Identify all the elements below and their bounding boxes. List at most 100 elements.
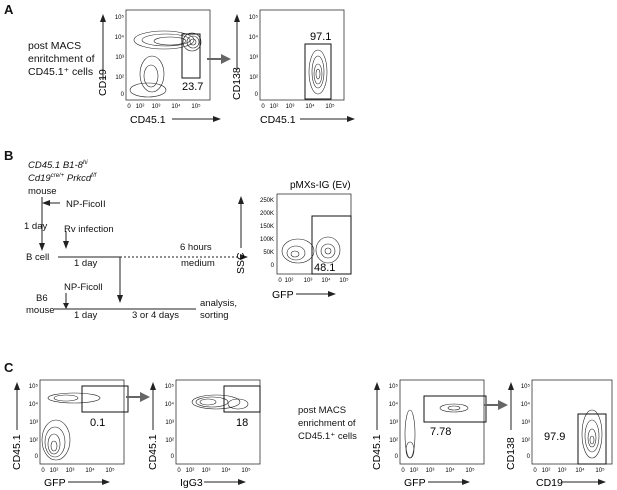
svg-text:10⁴: 10⁴ xyxy=(445,467,455,474)
svg-text:0: 0 xyxy=(271,263,275,269)
plot-frame xyxy=(175,379,261,465)
svg-text:0: 0 xyxy=(278,278,282,284)
contour-cluster xyxy=(308,49,328,95)
x-axis-title: GFP xyxy=(404,477,426,489)
svg-text:10⁵: 10⁵ xyxy=(165,383,175,390)
svg-text:10⁵: 10⁵ xyxy=(325,103,335,110)
svg-text:0: 0 xyxy=(171,454,175,460)
gate xyxy=(223,385,261,413)
svg-text:0: 0 xyxy=(395,454,399,460)
svg-text:10²: 10² xyxy=(165,438,174,444)
plot-c1: CD45.1 10⁵ 10⁴ 10³ 10² 0 0.1 0 10² 10³ 1… xyxy=(11,379,129,489)
svg-text:10⁴: 10⁴ xyxy=(249,34,259,41)
svg-text:10³: 10³ xyxy=(115,55,124,61)
svg-text:10⁴: 10⁴ xyxy=(321,277,331,284)
contour-cluster xyxy=(581,409,603,459)
svg-text:10³: 10³ xyxy=(521,420,530,426)
plot-a1: CD19 10⁵ 10⁴ 10³ 10² 0 23.7 0 10² 10³ 10… xyxy=(97,9,221,126)
svg-text:10⁵: 10⁵ xyxy=(465,467,475,474)
y-ticks: 250K 200K 150K 100K 50K 0 xyxy=(260,198,275,269)
svg-text:10³: 10³ xyxy=(29,420,38,426)
plot-frame xyxy=(39,379,125,465)
svg-text:10⁴: 10⁴ xyxy=(221,467,231,474)
x-axis-title: GFP xyxy=(44,477,66,489)
gate xyxy=(311,215,352,275)
svg-text:10²: 10² xyxy=(115,75,124,81)
arrow-a xyxy=(207,54,231,64)
svg-text:200K: 200K xyxy=(260,211,274,217)
svg-text:10⁴: 10⁴ xyxy=(305,103,315,110)
mouse1-line1: CD45.1 B1-8hi xyxy=(28,160,88,172)
svg-text:10²: 10² xyxy=(521,438,530,444)
gate xyxy=(577,413,607,465)
svg-text:150K: 150K xyxy=(260,224,274,230)
svg-text:0: 0 xyxy=(177,468,181,474)
x-ticks: 0 10² 10³ 10⁴ 10⁵ xyxy=(41,467,115,474)
svg-text:10⁵: 10⁵ xyxy=(595,467,605,474)
mouse1-line2: Cd19cre/+ Prkcdf/f xyxy=(28,173,97,185)
x-ticks: 0 10² 10³ 10⁴ 10⁵ xyxy=(261,103,335,110)
y-ticks: 10⁵ 10⁴ 10³ 10² 0 xyxy=(29,383,39,460)
six-hours-label: 6 hours xyxy=(180,242,212,253)
svg-text:100K: 100K xyxy=(260,237,274,243)
y-axis-title: CD19 xyxy=(97,69,109,96)
x-axis-title: CD45.1 xyxy=(130,114,166,126)
b-cell-label: B cell xyxy=(26,252,50,263)
plot-c3: CD45.1 10⁵ 10⁴ 10³ 10² 0 7.78 0 10² 10³ … xyxy=(371,379,487,489)
svg-text:10⁴: 10⁴ xyxy=(85,467,95,474)
svg-text:10³: 10³ xyxy=(152,104,161,110)
np-ficoll-label-2: NP-Ficoll xyxy=(64,282,103,293)
svg-text:10³: 10³ xyxy=(202,468,211,474)
svg-text:0: 0 xyxy=(121,92,125,98)
plot-c2: CD45.1 10⁵ 10⁴ 10³ 10² 0 18 0 10² 10³ 10… xyxy=(147,379,261,489)
svg-text:10⁵: 10⁵ xyxy=(521,383,531,390)
x-axis-title: CD45.1 xyxy=(260,114,296,126)
gate xyxy=(181,33,201,79)
gate xyxy=(423,395,487,423)
svg-text:10³: 10³ xyxy=(389,420,398,426)
svg-text:10⁵: 10⁵ xyxy=(115,14,125,21)
svg-text:0: 0 xyxy=(533,468,537,474)
svg-text:10⁴: 10⁴ xyxy=(29,401,39,408)
y-axis-label: CD19 xyxy=(97,14,109,96)
day-label-3: 1 day xyxy=(74,310,98,321)
svg-text:10²: 10² xyxy=(285,278,294,284)
svg-text:10⁴: 10⁴ xyxy=(575,467,585,474)
panel-a-letter: A xyxy=(4,2,14,17)
plot-a2: CD138 10⁵ 10⁴ 10³ 10² 0 97.1 0 10² 10³ 1… xyxy=(231,9,355,126)
sorting-label: sorting xyxy=(200,310,229,321)
svg-text:50K: 50K xyxy=(263,250,274,256)
svg-text:10⁴: 10⁴ xyxy=(389,401,399,408)
contour-cluster xyxy=(281,236,341,264)
svg-text:10⁵: 10⁵ xyxy=(105,467,115,474)
plot-frame xyxy=(125,9,211,101)
x-ticks: 0 10² 10³ 10⁴ 10⁵ xyxy=(533,467,605,474)
plot-title: pMXs-IG (Ev) xyxy=(290,180,351,191)
svg-text:10³: 10³ xyxy=(426,468,435,474)
plot-b: pMXs-IG (Ev) SSC 250K 200K 150K 100K 50K… xyxy=(235,180,352,301)
svg-text:10²: 10² xyxy=(136,104,145,110)
contour-cluster xyxy=(404,403,469,459)
y-axis-title: CD138 xyxy=(231,67,243,100)
timeline-diagram xyxy=(39,197,248,310)
y-ticks: 10⁵ 10⁴ 10³ 10² 0 xyxy=(115,14,125,98)
x-axis-title: IgG3 xyxy=(180,477,203,489)
y-axis-title: SSC xyxy=(235,252,247,274)
svg-text:0: 0 xyxy=(255,92,259,98)
panel-c-side-label: post MACS enrichment of CD45.1⁺ cells xyxy=(298,404,357,443)
gate-percent: 23.7 xyxy=(182,81,203,93)
side-label-line: post MACS xyxy=(298,405,347,416)
y-ticks: 10⁵ 10⁴ 10³ 10² 0 xyxy=(389,383,399,460)
gate-percent: 97.1 xyxy=(310,31,331,43)
x-axis-title: GFP xyxy=(272,289,294,301)
svg-text:10⁵: 10⁵ xyxy=(389,383,399,390)
side-label-line: enrichment of xyxy=(298,418,356,429)
y-ticks: 10⁵ 10⁴ 10³ 10² 0 xyxy=(521,383,531,460)
svg-text:10²: 10² xyxy=(270,104,279,110)
svg-text:10²: 10² xyxy=(410,468,419,474)
svg-text:10²: 10² xyxy=(29,438,38,444)
x-ticks: 0 10² 10³ 10⁴ 10⁵ xyxy=(177,467,251,474)
arrow-c2 xyxy=(484,400,508,410)
svg-text:10²: 10² xyxy=(389,438,398,444)
panel-a-side-label: post MACS enritchment of CD45.1⁺ cells xyxy=(28,40,95,79)
